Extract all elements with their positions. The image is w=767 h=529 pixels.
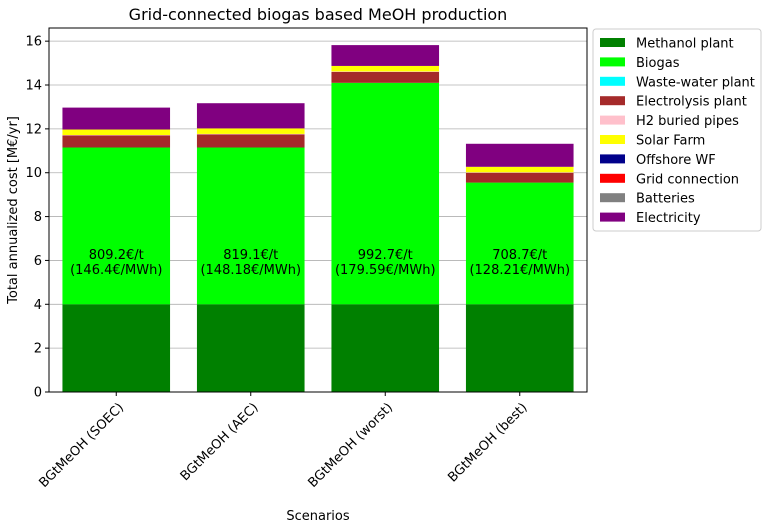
bar-segment bbox=[465, 182, 574, 305]
legend-swatch bbox=[600, 154, 625, 164]
x-tick-label: BGtMeOH (AEC) bbox=[178, 400, 262, 484]
legend-swatch bbox=[600, 173, 625, 183]
bar-segment bbox=[196, 147, 305, 305]
bar-segment bbox=[196, 304, 305, 392]
legend-swatch bbox=[600, 76, 625, 86]
bar-annotation-cost-per-mwh: (128.21€/MWh) bbox=[469, 263, 570, 278]
legend-label: Solar Farm bbox=[636, 134, 705, 149]
bar-segment bbox=[331, 65, 440, 72]
legend-swatch bbox=[600, 115, 625, 125]
bar-segment bbox=[331, 304, 440, 392]
bar-segment bbox=[331, 71, 440, 83]
bar-annotations: 809.2€/t(146.4€/MWh) 819.1€/t(148.18€/MWh… bbox=[70, 248, 570, 278]
chart-title: Grid-connected biogas based MeOH product… bbox=[129, 5, 508, 24]
x-tick-label: BGtMeOH (worst) bbox=[305, 400, 396, 491]
y-tick-label: 16 bbox=[25, 35, 42, 50]
legend-label: Biogas bbox=[636, 56, 680, 71]
bar-segment bbox=[196, 128, 305, 134]
bar-segment bbox=[62, 107, 171, 130]
bar-segment bbox=[62, 147, 171, 305]
legend: Methanol plant Biogas Waste-water plant Ele… bbox=[592, 28, 762, 232]
legend-label: H2 buried pipes bbox=[636, 114, 739, 129]
y-tick-label: 14 bbox=[25, 79, 42, 94]
bars bbox=[62, 45, 574, 392]
legend-swatch bbox=[600, 96, 625, 106]
y-tick-label: 2 bbox=[34, 342, 42, 357]
bar-segment bbox=[62, 135, 171, 148]
x-axis-ticks: BGtMeOH (SOEC) BGtMeOH (AEC) BGtMeOH (wors… bbox=[36, 392, 531, 491]
legend-swatch bbox=[600, 193, 625, 203]
y-tick-label: 10 bbox=[25, 166, 42, 181]
legend-swatch bbox=[600, 57, 625, 67]
y-tick-label: 4 bbox=[34, 298, 42, 313]
bar-segment bbox=[465, 166, 574, 173]
bar-segment bbox=[196, 134, 305, 148]
legend-label: Waste-water plant bbox=[636, 75, 755, 90]
bar-annotation-cost-per-mwh: (179.59€/MWh) bbox=[335, 263, 436, 278]
y-axis-label: Total annualized cost [M€/yr] bbox=[6, 116, 21, 305]
legend-label: Offshore WF bbox=[636, 153, 716, 168]
bar-segment bbox=[62, 129, 171, 136]
legend-label: Electrolysis plant bbox=[636, 95, 747, 110]
x-tick-label: BGtMeOH (SOEC) bbox=[36, 400, 127, 491]
bar-segment bbox=[196, 103, 305, 129]
y-tick-label: 0 bbox=[34, 386, 42, 401]
legend-label: Electricity bbox=[636, 211, 701, 226]
x-axis-label: Scenarios bbox=[286, 509, 350, 524]
bar-annotation-cost-per-tonne: 992.7€/t bbox=[358, 248, 413, 263]
legend-swatch bbox=[600, 212, 625, 222]
legend-label: Grid connection bbox=[636, 172, 739, 187]
bar-segment bbox=[465, 143, 574, 167]
bar-segment bbox=[465, 172, 574, 183]
y-tick-label: 8 bbox=[34, 210, 42, 225]
legend-label: Methanol plant bbox=[636, 37, 734, 52]
y-axis-ticks: 0 2 4 6 8 10 12 14 16 bbox=[25, 35, 49, 401]
legend-swatch bbox=[600, 38, 625, 47]
plot-frame bbox=[48, 27, 588, 393]
bar-annotation-cost-per-mwh: (148.18€/MWh) bbox=[200, 263, 301, 278]
bar-segment bbox=[331, 45, 440, 66]
y-tick-label: 12 bbox=[25, 122, 42, 137]
legend-frame bbox=[592, 28, 762, 232]
bar-segment bbox=[331, 82, 440, 305]
y-tick-label: 6 bbox=[34, 254, 42, 269]
bar-annotation-cost-per-tonne: 819.1€/t bbox=[223, 248, 278, 263]
bar-annotation-cost-per-tonne: 708.7€/t bbox=[492, 248, 547, 263]
legend-swatch bbox=[600, 135, 625, 144]
x-tick-label: BGtMeOH (best) bbox=[445, 400, 530, 485]
bar-segment bbox=[465, 304, 574, 392]
bar-annotation-cost-per-tonne: 809.2€/t bbox=[89, 248, 144, 263]
bar-segment bbox=[62, 304, 171, 392]
legend-label: Batteries bbox=[636, 192, 695, 207]
bar-annotation-cost-per-mwh: (146.4€/MWh) bbox=[70, 263, 162, 278]
